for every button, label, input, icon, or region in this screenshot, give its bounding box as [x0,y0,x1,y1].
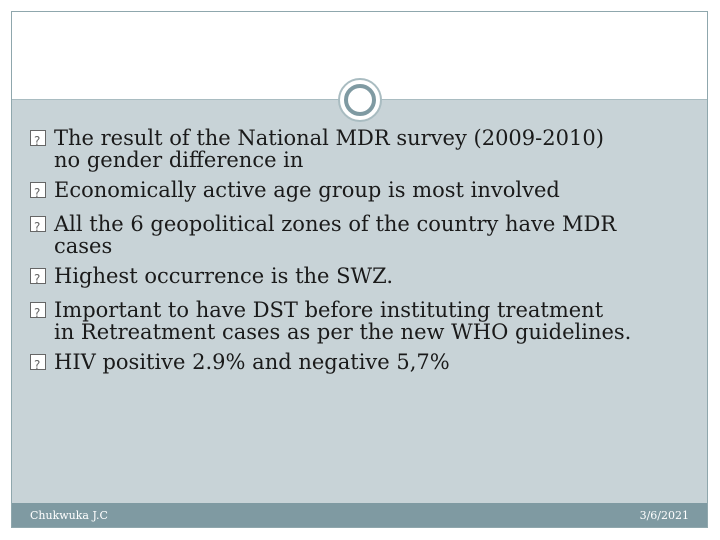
circle-ornament-icon [338,78,382,122]
missing-glyph-box-icon [30,177,46,209]
footer-author: Chukwuka J.C [30,509,108,522]
bullet-text: Economically active age group is most in… [54,178,560,202]
bullet-text-continued: no gender difference in [54,148,304,172]
bullet-text: HIV positive 2.9% and negative 5,7% [54,350,450,374]
bullet-item: Highest occurrence is the SWZ. [30,260,700,295]
bullet-text-continued: in Retreatment cases as per the new WHO … [54,320,632,344]
bullet-item: HIV positive 2.9% and negative 5,7% [30,346,700,381]
content-area [12,100,707,503]
footer-date: 3/6/2021 [639,509,689,522]
missing-glyph-box-icon [30,349,46,381]
bullet-text: Important to have DST before instituting… [54,298,604,322]
bullet-item: Important to have DST before instituting… [30,294,700,344]
missing-glyph-box-icon [30,125,46,157]
slide-frame [11,11,708,528]
missing-glyph-box-icon [30,211,46,243]
circle-ornament-ring [344,84,376,116]
bullet-text: The result of the National MDR survey (2… [54,126,604,150]
bullet-item: Economically active age group is most in… [30,174,700,209]
bullet-item: All the 6 geopolitical zones of the coun… [30,208,700,258]
bullet-text: Highest occurrence is the SWZ. [54,264,394,288]
bullet-list: The result of the National MDR survey (2… [30,122,700,381]
slide-footer: Chukwuka J.C 3/6/2021 [12,503,707,527]
missing-glyph-box-icon [30,297,46,329]
missing-glyph-box-icon [30,263,46,295]
bullet-text-continued: cases [54,234,113,258]
bullet-item: The result of the National MDR survey (2… [30,122,700,172]
bullet-text: All the 6 geopolitical zones of the coun… [54,212,617,236]
